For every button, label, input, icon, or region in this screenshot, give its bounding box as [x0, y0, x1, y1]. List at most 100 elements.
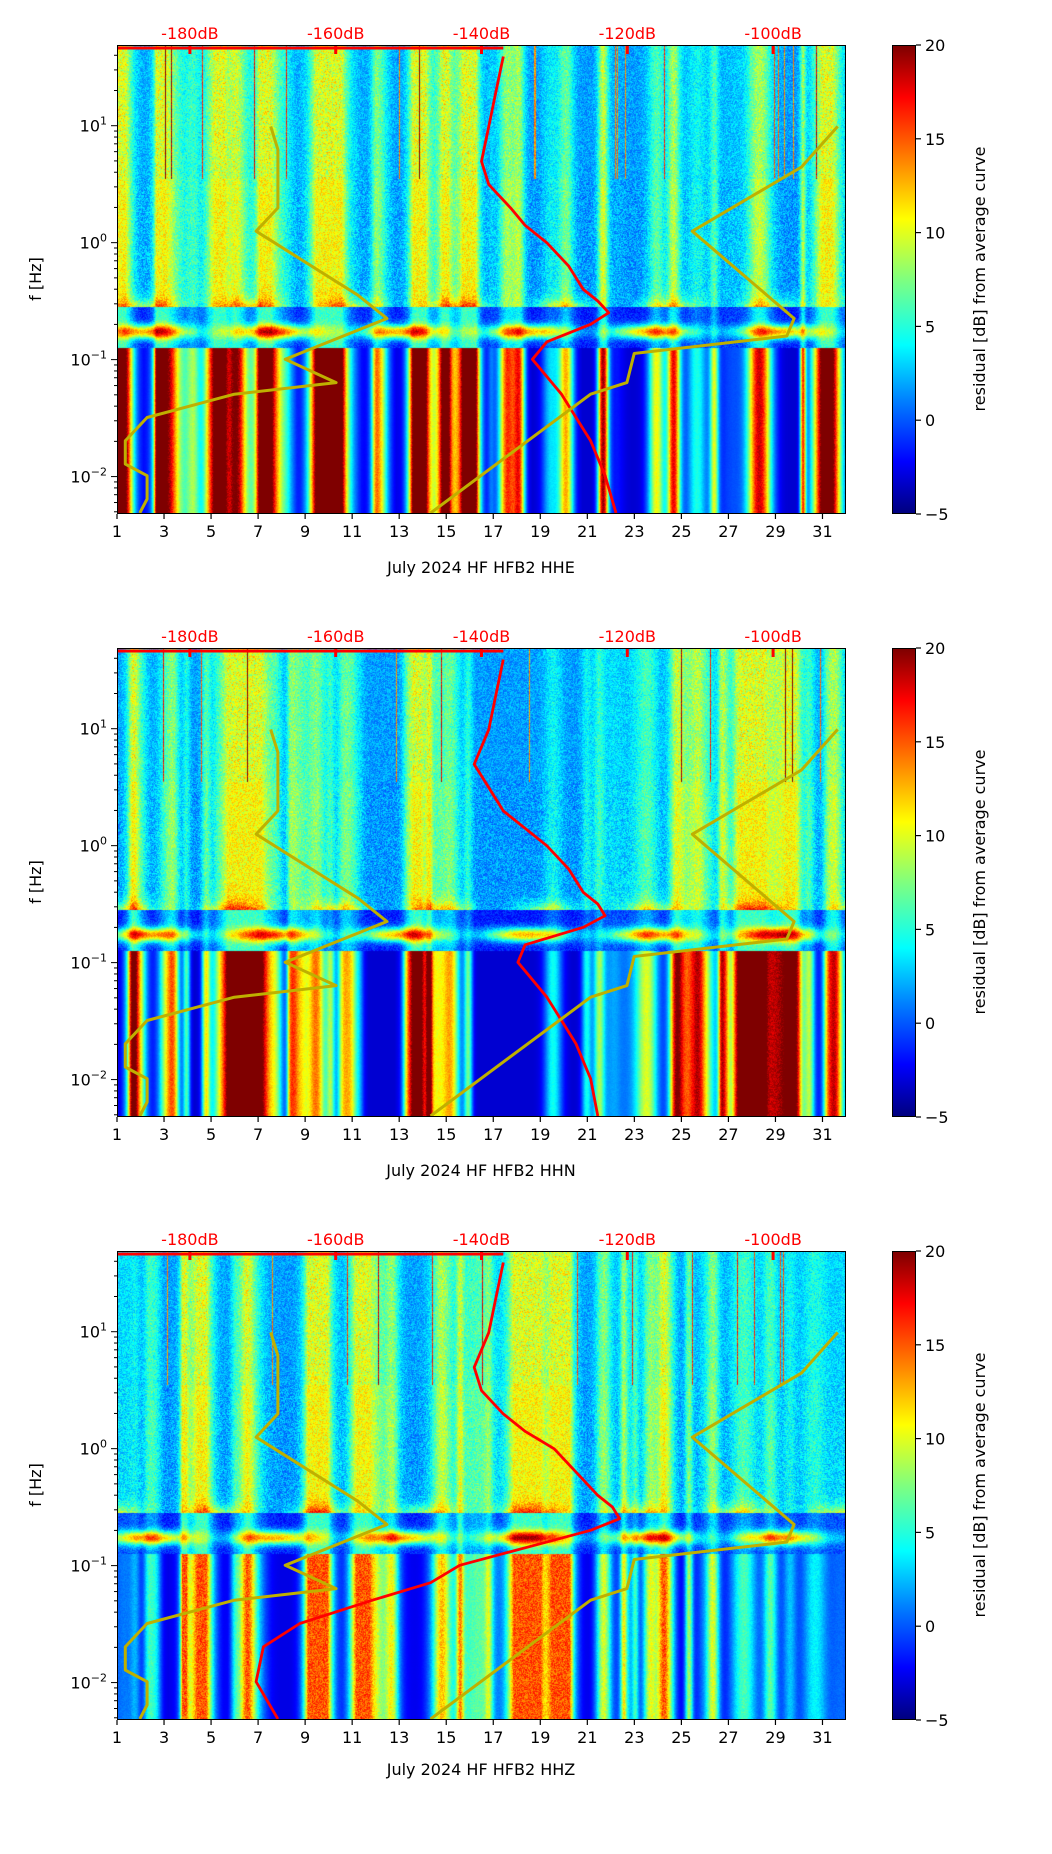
colorbar-tick-label: 20 [925, 1242, 945, 1261]
x-tick-label: 5 [206, 1728, 216, 1747]
db-tick-label: -140dB [453, 24, 510, 43]
x-tick-label: 29 [765, 522, 785, 541]
x-axis-label: July 2024 HF HFB2 HHZ [386, 1760, 576, 1779]
spectrogram-panel-hhz: July 2024 HF HFB2 HHZ f [Hz] residual [d… [0, 1230, 1052, 1854]
curve-nhnm [429, 125, 839, 513]
curves-layer [118, 46, 839, 513]
x-tick-label: 27 [718, 1125, 738, 1144]
x-tick-label: 3 [159, 522, 169, 541]
x-tick-label: 5 [206, 522, 216, 541]
db-tick-label: -180dB [161, 24, 218, 43]
y-tick-label: 100 [80, 1438, 107, 1459]
x-tick-label: 13 [389, 1728, 409, 1747]
x-tick-label: 15 [436, 522, 456, 541]
colorbar-tick-label: 0 [925, 1014, 935, 1033]
db-tick-label: -100dB [744, 627, 801, 646]
y-tick-label: 101 [80, 1321, 107, 1342]
y-tick-label: 10−1 [70, 952, 107, 973]
x-tick-label: 9 [300, 522, 310, 541]
y-tick-label: 10−1 [70, 1555, 107, 1576]
axes-layer: July 2024 HF HFB2 HHN f [Hz] residual [d… [26, 627, 989, 1180]
x-axis-label: July 2024 HF HFB2 HHE [386, 558, 575, 577]
colorbar-label: residual [dB] from average curve [970, 147, 989, 412]
y-tick-label: 10−2 [70, 1672, 107, 1693]
axes-layer: July 2024 HF HFB2 HHZ f [Hz] residual [d… [26, 1230, 989, 1779]
y-tick-label: 10−2 [70, 1069, 107, 1090]
colorbar [892, 1251, 916, 1720]
curve-average-psd [254, 1262, 622, 1719]
x-tick-label: 9 [300, 1728, 310, 1747]
colorbar [892, 648, 916, 1117]
x-tick-label: 23 [624, 1728, 644, 1747]
colorbar-tick-label: 10 [925, 827, 945, 846]
axes-layer: July 2024 HF HFB2 HHE f [Hz] residual [d… [26, 24, 989, 577]
x-tick-label: 25 [671, 1125, 691, 1144]
x-tick-label: 31 [812, 1125, 832, 1144]
x-tick-label: 31 [812, 522, 832, 541]
colorbar-tick-label: 5 [925, 920, 935, 939]
y-axis-label: f [Hz] [26, 257, 45, 301]
db-tick-label: -120dB [599, 1230, 656, 1249]
x-tick-label: 15 [436, 1125, 456, 1144]
colorbar-tick-label: 0 [925, 1617, 935, 1636]
colorbar-label: residual [dB] from average curve [970, 1353, 989, 1618]
x-tick-label: 7 [253, 1125, 263, 1144]
y-tick-label: 100 [80, 232, 107, 253]
colorbar-tick-label: −5 [925, 1711, 949, 1730]
x-tick-label: 7 [253, 1728, 263, 1747]
y-tick-label: 100 [80, 835, 107, 856]
db-tick-label: -140dB [453, 1230, 510, 1249]
y-tick-label: 101 [80, 115, 107, 136]
colorbar-tick-label: 15 [925, 130, 945, 149]
y-axis-label: f [Hz] [26, 860, 45, 904]
spectrogram-image [118, 1252, 845, 1719]
y-axis-label: f [Hz] [26, 1463, 45, 1507]
x-tick-label: 19 [530, 1125, 550, 1144]
curves-layer [118, 649, 839, 1116]
colorbar-tick-label: 15 [925, 733, 945, 752]
spectrogram-plot [117, 1251, 846, 1720]
colorbar [892, 45, 916, 514]
colorbar-tick-label: 10 [925, 1430, 945, 1449]
x-tick-label: 3 [159, 1125, 169, 1144]
x-tick-label: 17 [483, 1728, 503, 1747]
x-tick-label: 23 [624, 522, 644, 541]
x-tick-label: 9 [300, 1125, 310, 1144]
colorbar-tick-label: 10 [925, 224, 945, 243]
db-tick-label: -160dB [307, 1230, 364, 1249]
spectrogram-panel-hhn: July 2024 HF HFB2 HHN f [Hz] residual [d… [0, 627, 1052, 1251]
x-tick-label: 27 [718, 1728, 738, 1747]
x-tick-label: 3 [159, 1728, 169, 1747]
spectrogram-plot [117, 648, 846, 1117]
colorbar-tick-label: 15 [925, 1336, 945, 1355]
x-tick-label: 19 [530, 1728, 550, 1747]
db-tick-label: -100dB [744, 1230, 801, 1249]
colorbar-tick-label: 5 [925, 1523, 935, 1542]
x-tick-label: 17 [483, 522, 503, 541]
db-tick-label: -120dB [599, 24, 656, 43]
x-tick-label: 29 [765, 1125, 785, 1144]
db-tick-label: -160dB [307, 24, 364, 43]
curve-nlnm [123, 1331, 389, 1719]
db-tick-label: -180dB [161, 1230, 218, 1249]
x-tick-label: 29 [765, 1728, 785, 1747]
x-tick-label: 25 [671, 522, 691, 541]
db-tick-label: -140dB [453, 627, 510, 646]
curves-layer [118, 1252, 839, 1719]
colorbar-tick-label: 20 [925, 639, 945, 658]
curve-nhnm [429, 728, 839, 1116]
spectrogram-plot [117, 45, 846, 514]
x-tick-label: 21 [577, 522, 597, 541]
db-tick-label: -180dB [161, 627, 218, 646]
x-tick-label: 21 [577, 1728, 597, 1747]
x-tick-label: 31 [812, 1728, 832, 1747]
db-tick-label: -100dB [744, 24, 801, 43]
x-tick-label: 21 [577, 1125, 597, 1144]
x-tick-label: 11 [342, 522, 362, 541]
curve-average-psd [472, 659, 607, 1116]
colorbar-tick-label: −5 [925, 1108, 949, 1127]
x-tick-label: 1 [112, 1728, 122, 1747]
x-tick-label: 1 [112, 522, 122, 541]
x-tick-label: 7 [253, 522, 263, 541]
x-tick-label: 11 [342, 1728, 362, 1747]
